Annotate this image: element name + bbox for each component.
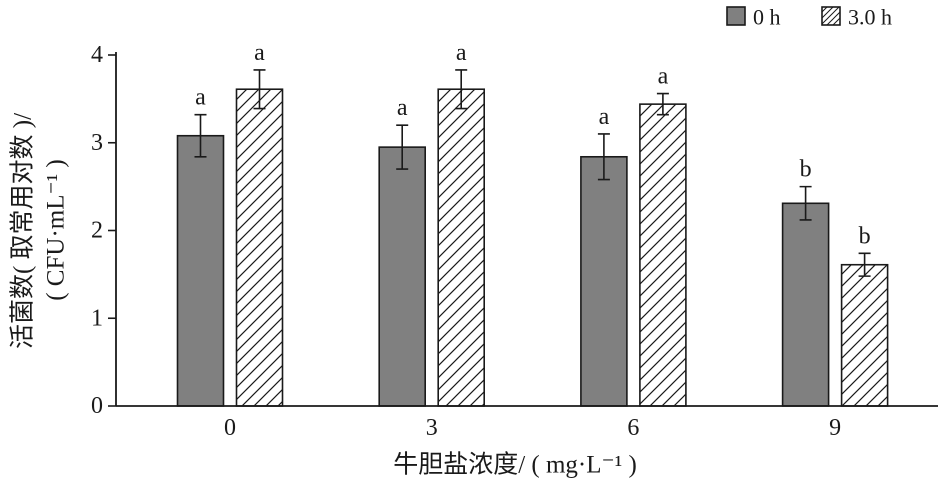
bar-0h-6: [580, 155, 628, 407]
bar-30h-9: [840, 263, 889, 407]
significance-letter-30h-3: a: [456, 40, 467, 66]
bar-30h-3: [437, 88, 486, 407]
legend-label-3h: 3.0 h: [848, 5, 892, 30]
significance-letter-30h-0: a: [254, 40, 265, 66]
error-bar-0h-9: [799, 185, 812, 221]
significance-letter-0h-6: a: [599, 104, 610, 130]
x-tick-label-3: 3: [426, 415, 438, 441]
significance-letter-0h-3: a: [397, 95, 408, 121]
significance-letter-0h-0: a: [195, 85, 206, 111]
error-bar-0h-3: [396, 124, 409, 170]
y-tick-label-2: 2: [91, 218, 103, 244]
y-tick-label-1: 1: [91, 305, 103, 331]
bars-layer: [176, 88, 889, 407]
significance-letters-layer: a a a b a a a b: [195, 40, 870, 249]
x-tick-label-0: 0: [224, 415, 236, 441]
x-axis-title: 牛胆盐浓度/ ( mg·L⁻¹ ): [393, 451, 637, 479]
error-bars-layer: [194, 69, 871, 277]
error-bar-30h-9: [858, 252, 871, 277]
x-tick-label-6: 6: [627, 415, 639, 441]
x-tick-label-9: 9: [829, 415, 841, 441]
error-bar-0h-0: [194, 113, 207, 158]
y-axis-title-line-2: ( CFU·mL⁻¹ ): [43, 159, 70, 301]
bar-0h-3: [378, 146, 427, 407]
y-tick-label-4: 4: [91, 42, 103, 68]
legend: 0 h 3.0 h: [726, 5, 892, 30]
significance-letter-0h-9: b: [800, 157, 812, 183]
legend-swatch-0h: [726, 6, 746, 26]
error-bar-30h-6: [656, 92, 669, 116]
bar-30h-6: [639, 103, 687, 407]
bar-0h-0: [176, 134, 225, 407]
y-tick-label-3: 3: [91, 130, 103, 156]
error-bar-30h-0: [253, 69, 266, 110]
bar-30h-0: [235, 88, 284, 407]
y-axis-title-line-1: 活菌数( 取常用对数 )/: [9, 113, 37, 349]
y-axis-ticks: 0 1 2 3 4: [91, 42, 116, 419]
x-axis-ticks: 0 3 6 9: [224, 415, 841, 441]
error-bar-30h-3: [455, 69, 468, 110]
bar-0h-9: [781, 202, 830, 407]
error-bar-0h-6: [597, 133, 610, 181]
significance-letter-30h-9: b: [859, 223, 871, 249]
y-tick-label-0: 0: [91, 393, 103, 419]
legend-swatch-3h: [821, 6, 841, 26]
legend-label-0h: 0 h: [753, 5, 781, 30]
significance-letter-30h-6: a: [658, 64, 669, 90]
